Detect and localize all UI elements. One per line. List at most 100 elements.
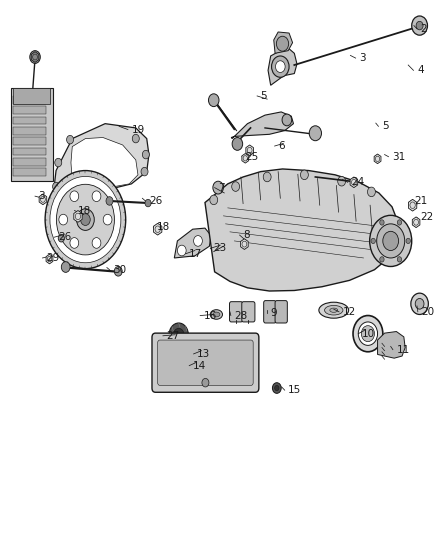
FancyBboxPatch shape xyxy=(158,340,253,385)
Text: 13: 13 xyxy=(197,349,210,359)
Text: 26: 26 xyxy=(149,196,162,206)
Circle shape xyxy=(58,235,64,242)
Circle shape xyxy=(81,214,90,225)
Polygon shape xyxy=(39,194,47,205)
Circle shape xyxy=(50,176,121,263)
Circle shape xyxy=(275,385,279,391)
Polygon shape xyxy=(46,254,53,264)
Polygon shape xyxy=(13,88,50,104)
Polygon shape xyxy=(74,211,82,222)
Circle shape xyxy=(232,138,243,150)
Polygon shape xyxy=(378,332,405,358)
Circle shape xyxy=(380,220,384,225)
Polygon shape xyxy=(50,124,149,200)
Polygon shape xyxy=(153,223,162,235)
Polygon shape xyxy=(350,177,358,188)
Text: 12: 12 xyxy=(343,307,356,317)
Circle shape xyxy=(145,199,151,207)
Circle shape xyxy=(411,293,428,314)
Circle shape xyxy=(397,257,402,262)
Circle shape xyxy=(92,238,101,248)
Circle shape xyxy=(210,195,218,205)
FancyBboxPatch shape xyxy=(275,301,287,323)
Circle shape xyxy=(282,114,292,126)
Circle shape xyxy=(300,170,308,180)
Circle shape xyxy=(338,176,346,186)
Polygon shape xyxy=(71,138,138,188)
Text: 26: 26 xyxy=(58,232,71,242)
Text: 4: 4 xyxy=(417,66,424,75)
Polygon shape xyxy=(13,107,46,114)
Polygon shape xyxy=(412,217,420,228)
FancyBboxPatch shape xyxy=(242,302,255,322)
Polygon shape xyxy=(13,148,46,155)
Circle shape xyxy=(380,257,384,262)
Text: 31: 31 xyxy=(392,152,405,161)
Circle shape xyxy=(276,61,285,72)
Polygon shape xyxy=(242,154,249,163)
Text: 7: 7 xyxy=(218,183,225,192)
Circle shape xyxy=(361,326,374,342)
Circle shape xyxy=(70,238,79,248)
Text: 25: 25 xyxy=(245,152,258,161)
Polygon shape xyxy=(13,117,46,124)
Text: 3: 3 xyxy=(359,53,366,63)
Circle shape xyxy=(103,214,112,225)
Text: 5: 5 xyxy=(261,91,267,101)
Circle shape xyxy=(55,158,62,167)
Polygon shape xyxy=(13,158,46,166)
Text: 16: 16 xyxy=(204,311,217,320)
Circle shape xyxy=(59,214,67,225)
Polygon shape xyxy=(274,32,293,53)
Circle shape xyxy=(232,182,240,191)
Polygon shape xyxy=(246,145,254,156)
Circle shape xyxy=(406,238,410,244)
Circle shape xyxy=(106,197,113,205)
Text: 10: 10 xyxy=(362,329,375,338)
Circle shape xyxy=(53,182,60,191)
Circle shape xyxy=(415,298,424,309)
FancyBboxPatch shape xyxy=(152,333,259,392)
Circle shape xyxy=(367,187,375,197)
Circle shape xyxy=(132,134,139,143)
Text: 21: 21 xyxy=(414,196,427,206)
Ellipse shape xyxy=(213,312,220,317)
Text: 5: 5 xyxy=(382,122,389,131)
Circle shape xyxy=(77,209,94,230)
Circle shape xyxy=(208,94,219,107)
Circle shape xyxy=(213,181,223,194)
Text: 19: 19 xyxy=(131,125,145,134)
Circle shape xyxy=(67,135,74,144)
Polygon shape xyxy=(408,199,417,211)
Circle shape xyxy=(92,191,101,201)
Polygon shape xyxy=(13,127,46,134)
Circle shape xyxy=(309,126,321,141)
Text: 11: 11 xyxy=(396,345,410,354)
Circle shape xyxy=(397,220,402,225)
Polygon shape xyxy=(205,169,399,291)
Polygon shape xyxy=(11,88,53,181)
Ellipse shape xyxy=(330,308,338,312)
Circle shape xyxy=(57,184,114,255)
Circle shape xyxy=(30,51,40,63)
Text: 17: 17 xyxy=(189,249,202,259)
Polygon shape xyxy=(13,138,46,145)
Circle shape xyxy=(202,378,209,387)
Circle shape xyxy=(141,167,148,176)
Circle shape xyxy=(169,323,188,346)
Circle shape xyxy=(383,231,399,251)
Polygon shape xyxy=(231,112,293,139)
Text: 22: 22 xyxy=(420,213,434,222)
Text: 24: 24 xyxy=(351,177,364,187)
FancyBboxPatch shape xyxy=(230,302,243,322)
Text: 30: 30 xyxy=(113,265,126,274)
Circle shape xyxy=(194,236,202,246)
Circle shape xyxy=(272,56,289,77)
Text: 18: 18 xyxy=(157,222,170,232)
Circle shape xyxy=(177,245,186,256)
FancyBboxPatch shape xyxy=(264,301,276,323)
Polygon shape xyxy=(13,168,46,176)
Circle shape xyxy=(70,191,79,201)
Polygon shape xyxy=(13,96,46,103)
Circle shape xyxy=(272,383,281,393)
